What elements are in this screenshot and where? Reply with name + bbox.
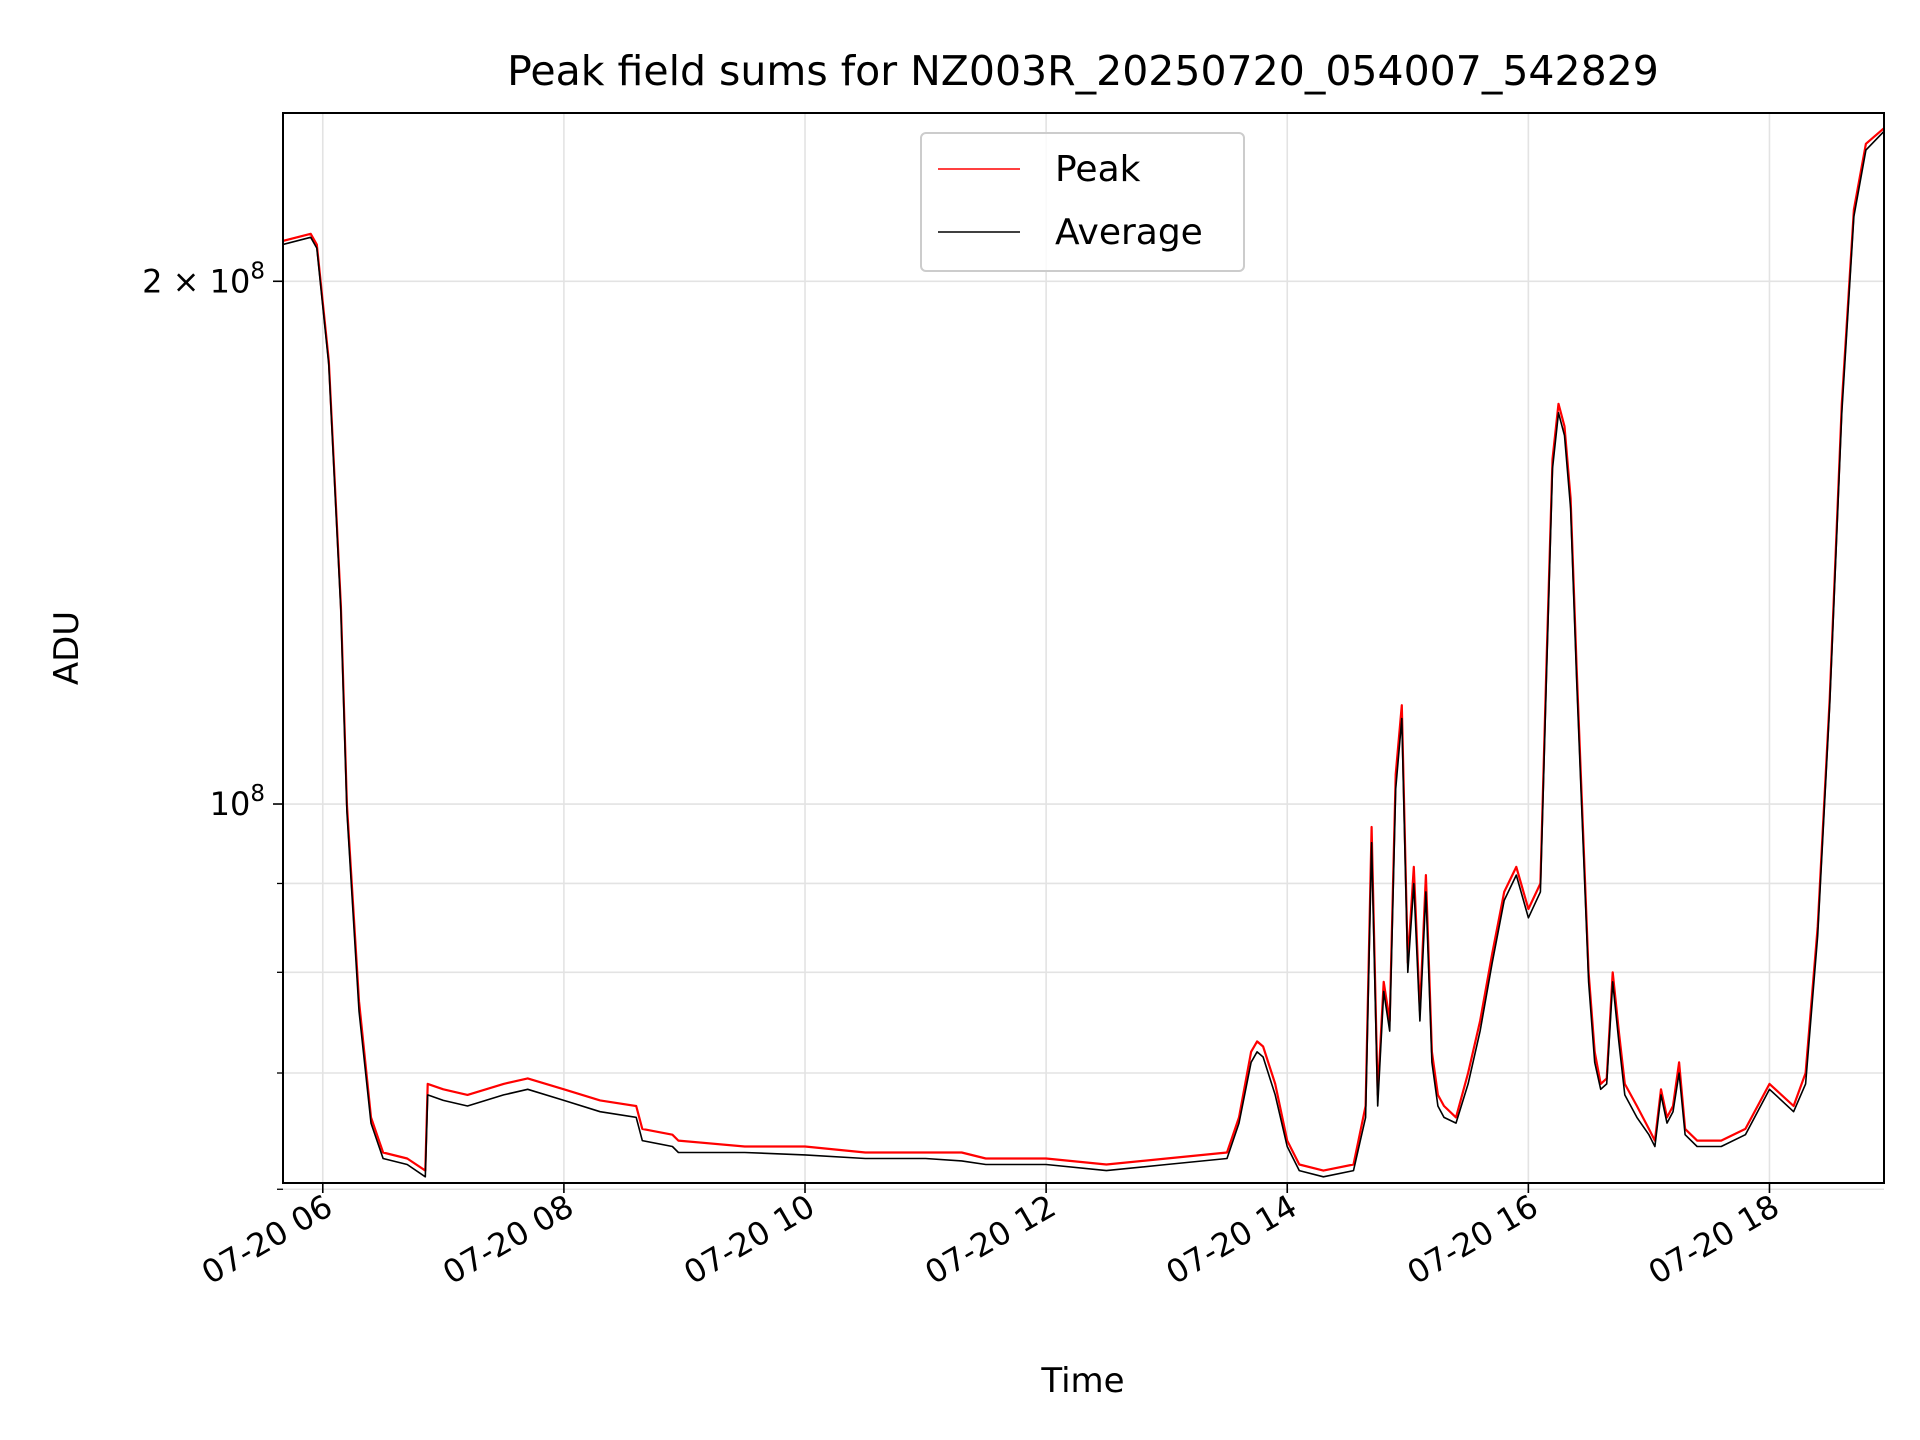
y-axis-label: ADU <box>47 611 87 685</box>
y-tick-label: 2 × 108 <box>142 258 265 300</box>
axes-frame <box>282 112 1885 1184</box>
legend-box <box>920 132 1245 272</box>
chart-title: Peak field sums for NZ003R_20250720_0540… <box>507 47 1659 95</box>
legend-label-average: Average <box>1055 212 1203 253</box>
y-tick-label: 108 <box>210 781 265 823</box>
series-layer <box>283 127 1884 1178</box>
x-axis-label: Time <box>1040 1361 1124 1401</box>
series-line-average <box>283 130 1884 1178</box>
legend-label-peak: Peak <box>1055 149 1141 190</box>
grid-layer <box>283 113 1884 1191</box>
legend: Peak Average <box>920 132 1245 272</box>
